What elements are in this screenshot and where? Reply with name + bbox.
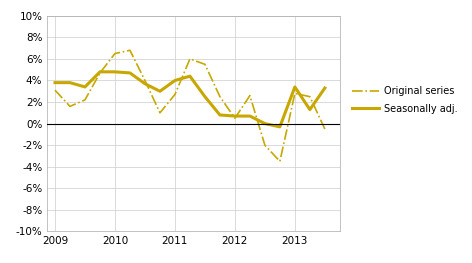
Seasonally adj. — [262, 122, 268, 125]
Seasonally adj. — [307, 108, 312, 111]
Seasonally adj. — [172, 79, 178, 82]
Original series — [52, 89, 58, 92]
Original series — [187, 57, 193, 60]
Original series — [262, 144, 268, 147]
Original series — [322, 128, 328, 131]
Original series — [67, 105, 73, 108]
Legend: Original series, Seasonally adj.: Original series, Seasonally adj. — [352, 86, 457, 114]
Seasonally adj. — [157, 90, 163, 93]
Seasonally adj. — [112, 70, 118, 73]
Original series — [307, 95, 312, 98]
Seasonally adj. — [202, 95, 208, 98]
Line: Original series: Original series — [55, 50, 325, 161]
Line: Seasonally adj.: Seasonally adj. — [55, 72, 325, 127]
Seasonally adj. — [82, 85, 88, 89]
Original series — [112, 52, 118, 55]
Seasonally adj. — [67, 81, 73, 84]
Seasonally adj. — [322, 87, 328, 90]
Original series — [202, 63, 208, 66]
Original series — [127, 49, 133, 52]
Seasonally adj. — [292, 85, 298, 89]
Original series — [142, 79, 148, 82]
Seasonally adj. — [232, 114, 238, 118]
Original series — [232, 117, 238, 120]
Original series — [247, 94, 253, 97]
Original series — [172, 93, 178, 96]
Seasonally adj. — [127, 71, 133, 74]
Seasonally adj. — [52, 81, 58, 84]
Original series — [157, 111, 163, 114]
Seasonally adj. — [217, 113, 223, 117]
Seasonally adj. — [97, 70, 103, 73]
Original series — [217, 95, 223, 98]
Original series — [97, 71, 103, 74]
Seasonally adj. — [187, 75, 193, 78]
Original series — [82, 98, 88, 102]
Original series — [277, 160, 283, 163]
Original series — [292, 92, 298, 95]
Seasonally adj. — [247, 114, 253, 118]
Seasonally adj. — [142, 82, 148, 85]
Seasonally adj. — [277, 125, 283, 128]
